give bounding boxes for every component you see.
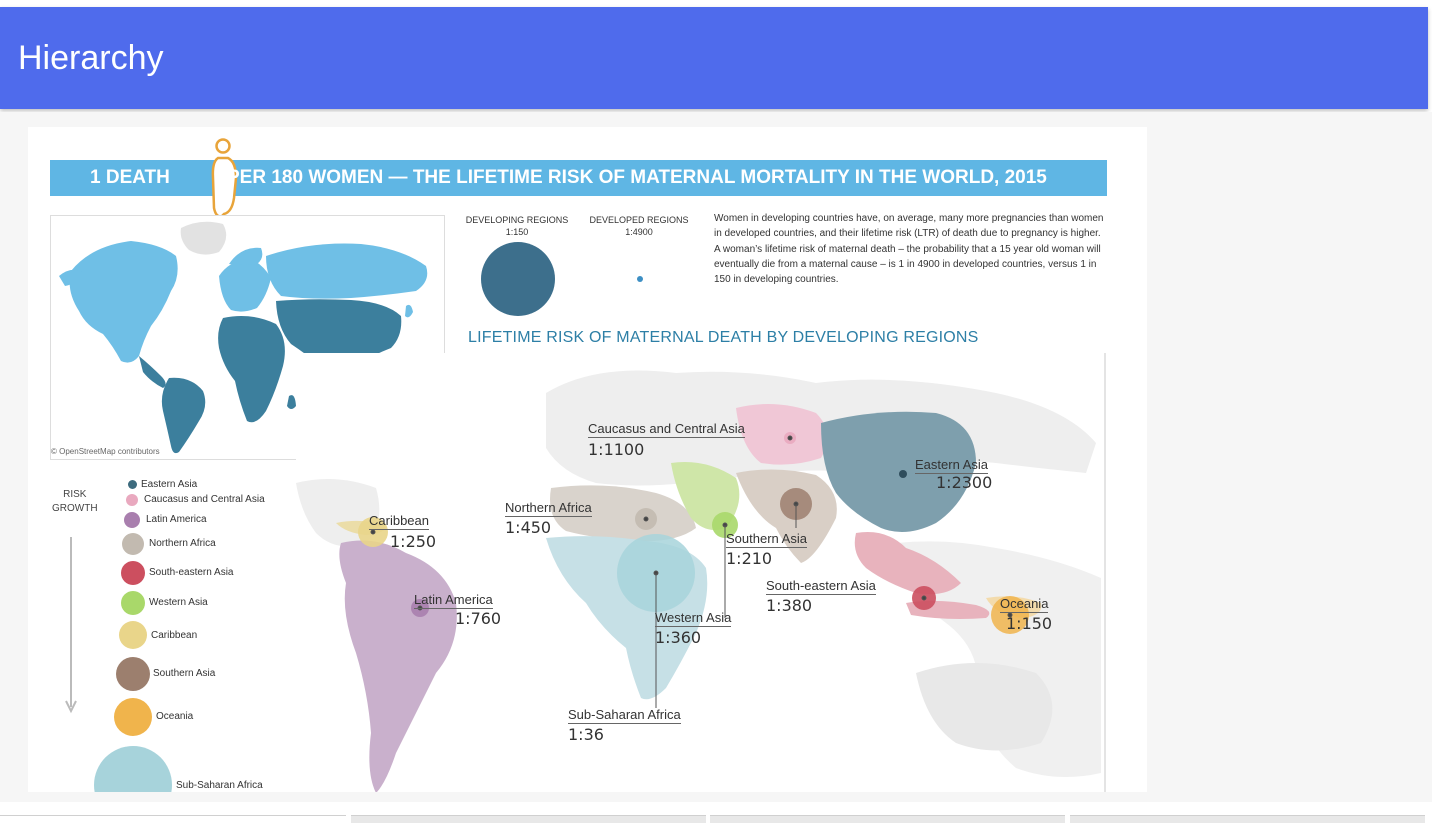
legend-caribbean: Caribbean (151, 630, 198, 641)
woman-figure-icon (211, 138, 238, 218)
value-oceania: 1:150 (1006, 614, 1053, 633)
legend-south-eastern-asia: South-eastern Asia (149, 567, 234, 578)
legend-dot-sub-saharan-africa (94, 746, 172, 792)
regional-risk-map[interactable] (296, 353, 1106, 792)
bubble-eastern-asia (899, 470, 907, 478)
world-map[interactable]: © OpenStreetMap contributors (50, 215, 445, 460)
value-caribbean: 1:250 (390, 532, 437, 551)
developing-label: DEVELOPING REGIONS 1:150 (460, 214, 574, 238)
value-south-eastern-asia: 1:380 (766, 596, 813, 615)
slide-title: Hierarchy (18, 39, 164, 77)
value-sub-saharan-africa: 1:36 (568, 725, 604, 744)
label-northern-africa: Northern Africa (505, 500, 592, 517)
label-caribbean: Caribbean (369, 513, 429, 530)
legend-dot-south-eastern-asia (121, 561, 145, 585)
legend-title-line1: RISK (63, 489, 87, 500)
label-latin-america: Latin America (414, 592, 493, 609)
developed-label: DEVELOPED REGIONS 1:4900 (584, 214, 694, 238)
value-eastern-asia: 1:2300 (936, 473, 993, 492)
developing-bubble (481, 242, 555, 316)
legend-title: RISK GROWTH (52, 488, 98, 516)
value-northern-africa: 1:450 (505, 518, 552, 537)
legend-dot-caribbean (119, 621, 147, 649)
footer-tabs (0, 815, 1432, 823)
label-southern-asia: Southern Asia (726, 531, 807, 548)
label-sub-saharan-africa: Sub-Saharan Africa (568, 707, 681, 724)
legend-eastern-asia: Eastern Asia (141, 479, 198, 490)
label-oceania: Oceania (1000, 596, 1049, 613)
label-south-eastern-asia: South-eastern Asia (766, 578, 876, 595)
legend-latin-america: Latin America (146, 514, 207, 525)
slide-header: Hierarchy (0, 7, 1428, 109)
banner-right-text: PER 180 WOMEN — THE LIFETIME RISK OF MAT… (227, 167, 1047, 188)
footer-tab-3[interactable] (710, 815, 1065, 823)
legend-title-line2: GROWTH (52, 503, 98, 514)
legend-sub-saharan-africa: Sub-Saharan Africa (176, 780, 263, 791)
legend-caucasus: Caucasus and Central Asia (144, 494, 265, 505)
legend-dot-western-asia (121, 591, 145, 615)
legend-southern-asia: Southern Asia (153, 668, 216, 679)
description-text: Women in developing countries have, on a… (714, 213, 1104, 286)
footer-tab-2[interactable] (351, 815, 706, 823)
value-caucasus: 1:1100 (588, 440, 645, 459)
legend-dot-eastern-asia (128, 480, 137, 489)
banner-left-text: 1 DEATH (90, 167, 170, 188)
developing-label-text: DEVELOPING REGIONS (465, 215, 569, 225)
region-subtitle: LIFETIME RISK OF MATERNAL DEATH BY DEVEL… (468, 329, 979, 346)
developing-developed-bubbles (481, 242, 643, 316)
world-map-svg (51, 216, 444, 459)
legend-dot-oceania (114, 698, 152, 736)
risk-growth-arrow (65, 537, 77, 714)
label-western-asia: Western Asia (655, 610, 732, 627)
legend-dot-caucasus (126, 494, 138, 506)
footer-tab-4[interactable] (1070, 815, 1425, 823)
title-banner: 1 DEATH PER 180 WOMEN — THE LIFETIME RIS… (50, 138, 1107, 218)
legend-northern-africa: Northern Africa (149, 538, 216, 549)
map-attribution: © OpenStreetMap contributors (51, 447, 160, 456)
developed-label-text: DEVELOPED REGIONS (589, 215, 689, 225)
top-strip (0, 0, 1432, 7)
value-southern-asia: 1:210 (726, 549, 773, 568)
developed-ratio: 1:4900 (625, 227, 653, 237)
legend-dot-northern-africa (122, 533, 144, 555)
value-western-asia: 1:360 (655, 628, 702, 647)
label-eastern-asia: Eastern Asia (915, 457, 988, 474)
legend-dot-southern-asia (116, 657, 150, 691)
infographic: 1 DEATH PER 180 WOMEN — THE LIFETIME RIS… (28, 127, 1147, 792)
developed-bubble (637, 276, 643, 282)
label-caucasus: Caucasus and Central Asia (588, 421, 745, 438)
developing-ratio: 1:150 (505, 227, 529, 237)
footer-tab-1[interactable] (0, 815, 346, 823)
legend-western-asia: Western Asia (149, 597, 208, 608)
value-latin-america: 1:760 (455, 609, 502, 628)
legend-dot-latin-america (124, 512, 140, 528)
legend-oceania: Oceania (156, 711, 194, 722)
